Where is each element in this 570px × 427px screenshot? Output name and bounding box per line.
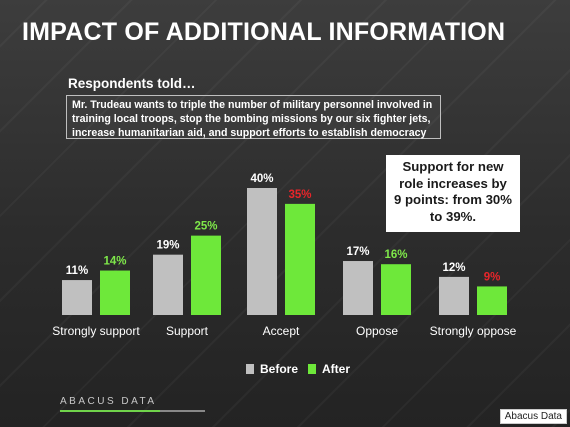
bar-after [191,235,221,315]
bar-after [477,286,507,315]
logo-underline-grey [160,410,205,412]
callout-box: Support for new role increases by 9 poin… [386,155,520,232]
bar-before [62,280,92,315]
bar-after [100,270,130,315]
page-title: IMPACT OF ADDITIONAL INFORMATION [22,18,506,46]
category-label: Oppose [356,324,398,338]
category-label: Strongly oppose [430,324,517,338]
data-label-after: 9% [484,271,501,283]
data-label-before: 19% [156,240,179,252]
data-label-before: 40% [250,173,273,185]
data-label-after: 35% [288,189,311,201]
data-label-before: 17% [346,246,369,258]
data-label-after: 25% [194,221,217,233]
image-credit: Abacus Data [499,409,567,424]
legend-swatch-after [308,364,317,374]
legend-label-after: After [322,362,351,376]
scenario-text-box: Mr. Trudeau wants to triple the number o… [66,95,441,139]
bar-after [381,264,411,315]
bar-before [439,276,469,315]
logo-underline [60,410,160,412]
bar-after [285,203,315,315]
data-label-before: 12% [442,262,465,274]
chart-legend: Before After [246,362,350,376]
bar-before [343,261,373,315]
category-label: Support [166,324,209,338]
legend-label-before: Before [260,362,299,376]
category-label: Accept [263,324,300,338]
bar-before [153,254,183,315]
subtitle: Respondents told… [68,76,196,91]
data-label-after: 14% [103,256,126,268]
bar-before [247,188,277,315]
data-label-before: 11% [66,265,88,277]
legend-swatch-before [246,364,254,374]
data-label-after: 16% [384,249,407,261]
category-label: Strongly support [52,324,140,338]
abacus-data-logo: ABACUS DATA [60,396,157,407]
